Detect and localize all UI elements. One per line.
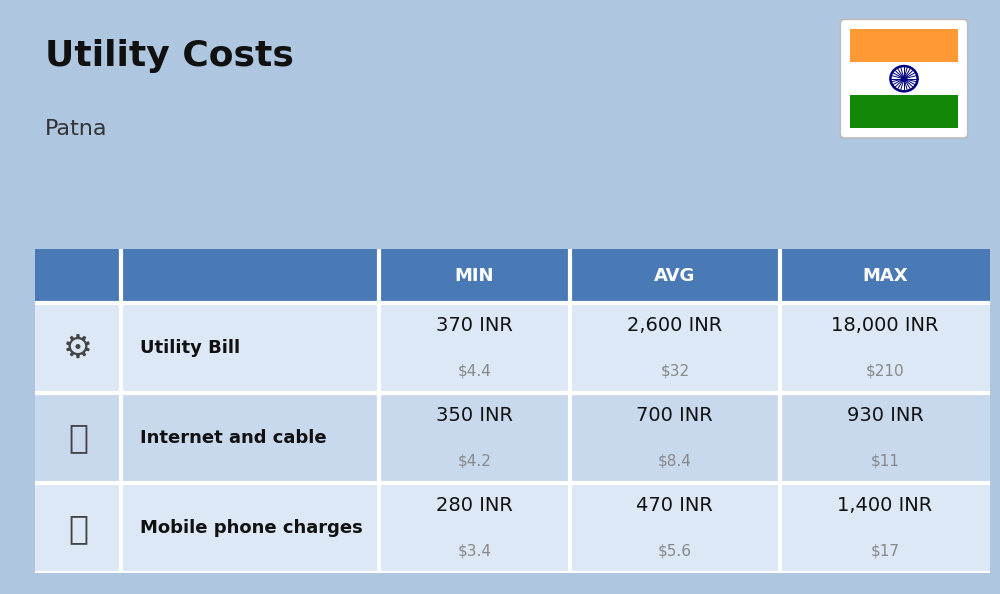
Text: Mobile phone charges: Mobile phone charges <box>140 519 363 537</box>
Text: $4.2: $4.2 <box>457 453 491 468</box>
Text: Utility Costs: Utility Costs <box>45 39 294 72</box>
Text: Utility Bill: Utility Bill <box>140 339 240 357</box>
Text: $11: $11 <box>870 453 899 468</box>
Text: $8.4: $8.4 <box>658 453 692 468</box>
Text: 18,000 INR: 18,000 INR <box>831 316 939 335</box>
Text: 📱: 📱 <box>68 511 88 545</box>
Text: $4.4: $4.4 <box>457 363 491 378</box>
Text: 700 INR: 700 INR <box>636 406 713 425</box>
Bar <box>35 393 990 483</box>
Text: $3.4: $3.4 <box>457 544 491 558</box>
Text: 1,400 INR: 1,400 INR <box>837 496 933 515</box>
Text: $5.6: $5.6 <box>658 544 692 558</box>
Bar <box>35 303 990 393</box>
Text: 370 INR: 370 INR <box>436 316 513 335</box>
Bar <box>850 62 958 95</box>
Circle shape <box>901 76 907 81</box>
Text: 930 INR: 930 INR <box>847 406 923 425</box>
Text: MIN: MIN <box>455 267 494 285</box>
Text: Patna: Patna <box>45 119 108 139</box>
Bar <box>850 95 958 128</box>
Bar <box>35 249 990 303</box>
Text: 470 INR: 470 INR <box>636 496 713 515</box>
Text: MAX: MAX <box>862 267 908 285</box>
FancyBboxPatch shape <box>840 20 968 138</box>
Text: $210: $210 <box>866 363 904 378</box>
Text: 280 INR: 280 INR <box>436 496 513 515</box>
Text: AVG: AVG <box>654 267 696 285</box>
Bar <box>850 29 958 62</box>
Text: Internet and cable: Internet and cable <box>140 429 327 447</box>
Text: $17: $17 <box>870 544 899 558</box>
Text: 📶: 📶 <box>68 422 88 454</box>
Text: ⚙: ⚙ <box>63 331 93 365</box>
Text: 350 INR: 350 INR <box>436 406 513 425</box>
Bar <box>35 483 990 573</box>
Text: 2,600 INR: 2,600 INR <box>627 316 722 335</box>
Text: $32: $32 <box>660 363 689 378</box>
